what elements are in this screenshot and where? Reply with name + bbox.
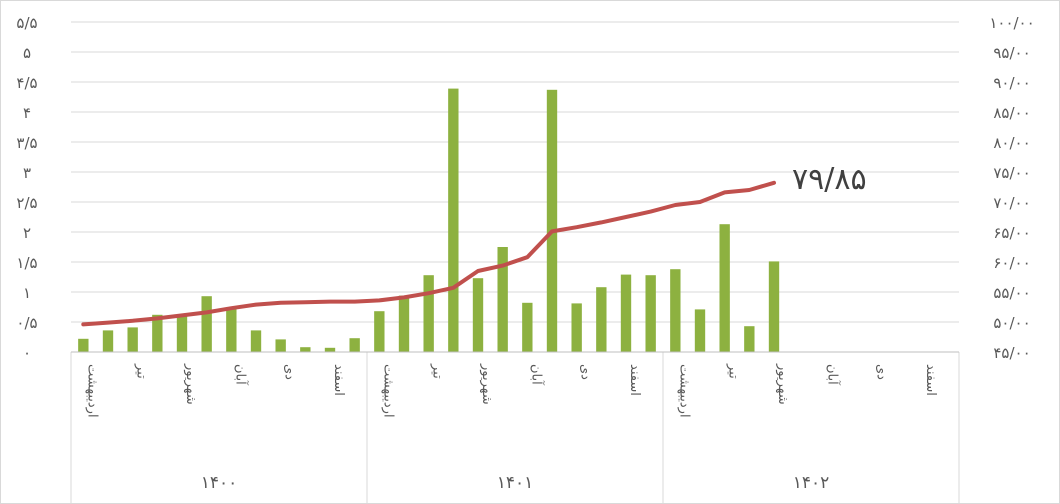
y-left-tick-label: ۵: [23, 44, 31, 62]
bar: [472, 278, 484, 352]
x-tick-label: آبان: [232, 364, 249, 386]
y-right-tick-label: ۱۰۰/۰۰: [989, 14, 1034, 32]
y-right-tick-label: ۵۰/۰۰: [993, 314, 1030, 332]
bar: [522, 302, 533, 352]
bar: [719, 224, 730, 352]
x-tick-label: دی: [578, 364, 593, 380]
bar: [201, 296, 212, 352]
bar: [596, 287, 607, 352]
x-group-label: ۱۴۰۲: [793, 473, 830, 493]
y-right-tick-label: ۹۵/۰۰: [993, 44, 1030, 62]
bar: [448, 88, 459, 352]
y-left-tick-label: ۰: [23, 344, 31, 362]
bar: [127, 327, 138, 352]
y-right-tick-label: ۷۵/۰۰: [993, 164, 1030, 182]
y-left-tick-label: ۱/۵: [16, 254, 37, 272]
x-tick-label: اردیبهشت: [84, 364, 99, 418]
bar: [226, 307, 237, 352]
bar: [78, 338, 89, 352]
y-right-tick-label: ۷۰/۰۰: [993, 194, 1030, 212]
y-right-tick-label: ۸۰/۰۰: [993, 134, 1030, 152]
bar: [102, 330, 114, 352]
y-left-tick-label: ۵/۵: [16, 14, 37, 32]
x-group-label: ۱۴۰۱: [497, 473, 534, 493]
bar: [546, 89, 558, 353]
y-left-tick-label: ۲: [23, 224, 31, 242]
bar: [423, 275, 434, 352]
bar: [176, 315, 188, 352]
x-tick-label: اسفند: [627, 364, 642, 396]
y-left-tick-label: ۳: [23, 164, 31, 182]
bar: [694, 309, 706, 352]
y-right-tick-label: ۴۵/۰۰: [993, 344, 1030, 362]
x-tick-label: اسفند: [331, 364, 346, 396]
y-left-tick-label: ۰/۵: [16, 314, 37, 332]
bar: [349, 338, 360, 352]
bar: [152, 314, 163, 352]
bar: [275, 339, 286, 352]
bar: [670, 269, 681, 352]
x-tick-label: اردیبهشت: [380, 364, 395, 418]
x-tick-label: شهریور: [183, 363, 198, 405]
x-tick-label: تیر: [726, 363, 741, 379]
y-right-tick-label: ۶۵/۰۰: [993, 224, 1030, 242]
y-left-tick-label: ۴: [23, 104, 31, 122]
y-left-tick-label: ۱: [23, 284, 31, 302]
bar: [768, 261, 780, 352]
x-tick-label: دی: [874, 364, 889, 380]
y-right-tick-label: ۹۰/۰۰: [993, 74, 1030, 92]
x-tick-label: دی: [282, 364, 297, 380]
y-left-tick-label: ۴/۵: [16, 74, 37, 92]
y-right-tick-label: ۵۵/۰۰: [993, 284, 1030, 302]
bar: [398, 295, 410, 352]
y-right-tick-label: ۸۵/۰۰: [993, 104, 1030, 122]
bar: [645, 275, 656, 352]
x-tick-label: تیر: [134, 363, 149, 379]
x-tick-label: آبان: [528, 364, 545, 386]
x-tick-label: اسفند: [923, 364, 938, 396]
y-left-tick-label: ۳/۵: [16, 134, 37, 152]
data-label: ۷۹/۸۵: [792, 162, 867, 197]
series-line: [81, 180, 776, 327]
x-tick-label: شهریور: [775, 363, 790, 405]
bar: [744, 326, 755, 352]
bar: [620, 274, 632, 352]
x-tick-label: آبان: [824, 364, 841, 386]
bar: [250, 330, 262, 352]
bar: [497, 247, 508, 352]
x-tick-label: تیر: [430, 363, 445, 379]
bar: [571, 303, 582, 352]
bar: [374, 311, 385, 352]
y-left-tick-label: ۲/۵: [16, 194, 37, 212]
bar: [300, 347, 311, 352]
x-tick-label: شهریور: [479, 363, 494, 405]
bar: [324, 347, 336, 352]
x-group-label: ۱۴۰۰: [201, 473, 238, 493]
x-tick-label: اردیبهشت: [676, 364, 691, 418]
y-right-tick-label: ۶۰/۰۰: [993, 254, 1030, 272]
